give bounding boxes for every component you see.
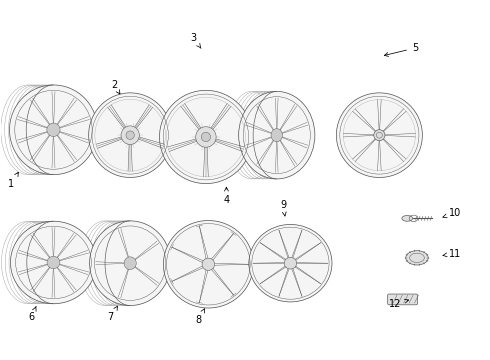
Text: 1: 1: [8, 172, 18, 189]
Ellipse shape: [89, 93, 172, 177]
Ellipse shape: [196, 127, 216, 147]
Ellipse shape: [124, 257, 136, 270]
Text: 12: 12: [389, 299, 409, 309]
Ellipse shape: [201, 132, 211, 141]
Ellipse shape: [336, 93, 422, 177]
Ellipse shape: [202, 258, 215, 270]
Text: 2: 2: [111, 80, 120, 94]
Text: 11: 11: [443, 248, 461, 258]
Text: 9: 9: [280, 200, 286, 216]
Ellipse shape: [284, 257, 296, 269]
Ellipse shape: [271, 129, 282, 142]
Ellipse shape: [126, 131, 134, 139]
Ellipse shape: [402, 216, 413, 221]
Text: 8: 8: [196, 309, 204, 325]
Ellipse shape: [47, 256, 60, 269]
Ellipse shape: [9, 85, 98, 175]
Text: 10: 10: [443, 208, 461, 218]
FancyBboxPatch shape: [388, 294, 417, 305]
Text: 4: 4: [223, 187, 229, 205]
Ellipse shape: [159, 90, 252, 184]
Text: 3: 3: [191, 33, 201, 48]
Ellipse shape: [10, 221, 97, 304]
Ellipse shape: [121, 126, 139, 144]
Ellipse shape: [406, 251, 428, 265]
Ellipse shape: [374, 130, 385, 141]
Ellipse shape: [90, 221, 171, 306]
Text: 5: 5: [384, 43, 418, 57]
Ellipse shape: [163, 221, 253, 308]
Text: 6: 6: [28, 307, 36, 322]
Ellipse shape: [239, 91, 315, 179]
Ellipse shape: [249, 225, 332, 302]
Text: 7: 7: [107, 306, 118, 322]
Ellipse shape: [47, 123, 60, 136]
